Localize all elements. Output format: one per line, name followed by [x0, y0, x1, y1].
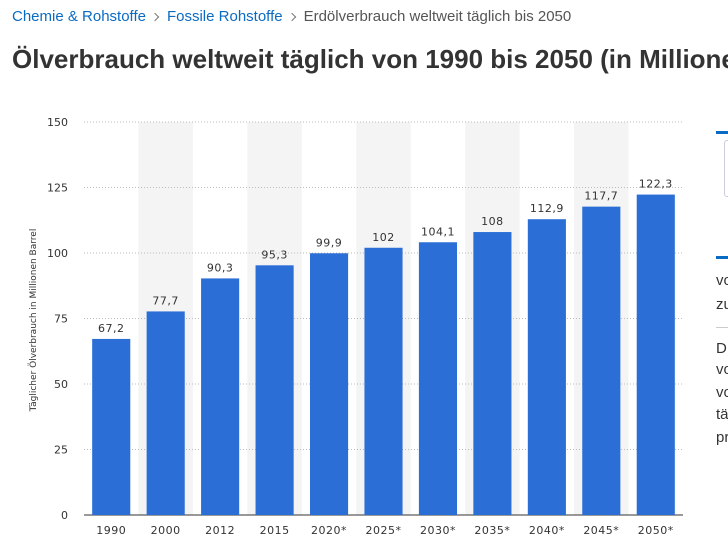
x-tick-label: 2040* [529, 524, 565, 537]
bar [92, 338, 131, 515]
data-label: 104,1 [421, 225, 455, 238]
y-axis-label: Täglicher Ölverbrauch in Millionen Barre… [28, 229, 39, 413]
x-tick-label: 2030* [420, 524, 456, 537]
data-label: 122,3 [639, 178, 673, 191]
y-tick-label: 75 [54, 313, 68, 326]
bar [527, 219, 566, 515]
breadcrumb-link[interactable]: Chemie & Rohstoffe [12, 8, 146, 25]
data-label: 90,3 [207, 261, 234, 274]
bar [473, 232, 512, 516]
data-label: 108 [481, 215, 504, 228]
data-label: 112,9 [530, 202, 564, 215]
bar [582, 206, 621, 515]
bar [201, 278, 240, 515]
sidebar-text: pr [716, 429, 728, 446]
breadcrumb: Chemie & Rohstoffe Fossile Rohstoffe Erd… [12, 8, 571, 25]
y-tick-label: 100 [47, 247, 68, 260]
page-title: Ölverbrauch weltweit täglich von 1990 bi… [12, 44, 728, 74]
y-tick-label: 0 [61, 509, 68, 522]
y-tick-label: 50 [54, 378, 68, 391]
sidebar-text: vo [716, 361, 728, 378]
box [724, 140, 728, 197]
sidebar-text: D [716, 340, 727, 357]
x-tick-label: 2012 [205, 524, 235, 537]
bar [309, 253, 349, 515]
x-tick-label: 2015 [260, 524, 290, 537]
bar [418, 242, 458, 515]
sidebar-text: tä [716, 406, 728, 423]
bar [364, 247, 403, 515]
breadcrumb-link[interactable]: Fossile Rohstoffe [166, 8, 283, 25]
y-tick-label: 125 [47, 182, 68, 195]
data-label: 67,2 [98, 322, 125, 335]
x-tick-label: 2020* [311, 524, 347, 537]
x-tick-label: 2035* [474, 524, 510, 537]
x-tick-label: 2025* [366, 524, 402, 537]
separator [150, 12, 160, 21]
breadcrumb-current: Erdölverbrauch weltweit täglich bis 2050 [303, 8, 572, 25]
data-label: 77,7 [152, 294, 179, 307]
accent [716, 131, 728, 134]
separator [287, 12, 296, 21]
sidebar-text: vo [716, 272, 728, 289]
x-tick-label: 1990 [96, 524, 126, 537]
x-tick-label: 2000 [151, 524, 181, 537]
y-tick-label: 25 [54, 444, 68, 457]
data-label: 99,9 [316, 236, 343, 249]
sidebar-text: zu [716, 296, 728, 313]
x-tick-label: 2045* [583, 524, 619, 537]
y-tick-label: 150 [47, 116, 68, 129]
x-tick-label: 2050* [638, 524, 674, 537]
bar [146, 311, 185, 515]
data-label: 102 [372, 231, 395, 244]
sidebar-text: vo [716, 384, 728, 401]
bar [636, 194, 675, 515]
bar [255, 265, 294, 515]
accent [716, 256, 728, 259]
chart: Täglicher Ölverbrauch in Millionen Barre… [28, 116, 683, 537]
data-label: 117,7 [584, 190, 618, 203]
data-label: 95,3 [261, 248, 288, 261]
divider [716, 327, 728, 328]
